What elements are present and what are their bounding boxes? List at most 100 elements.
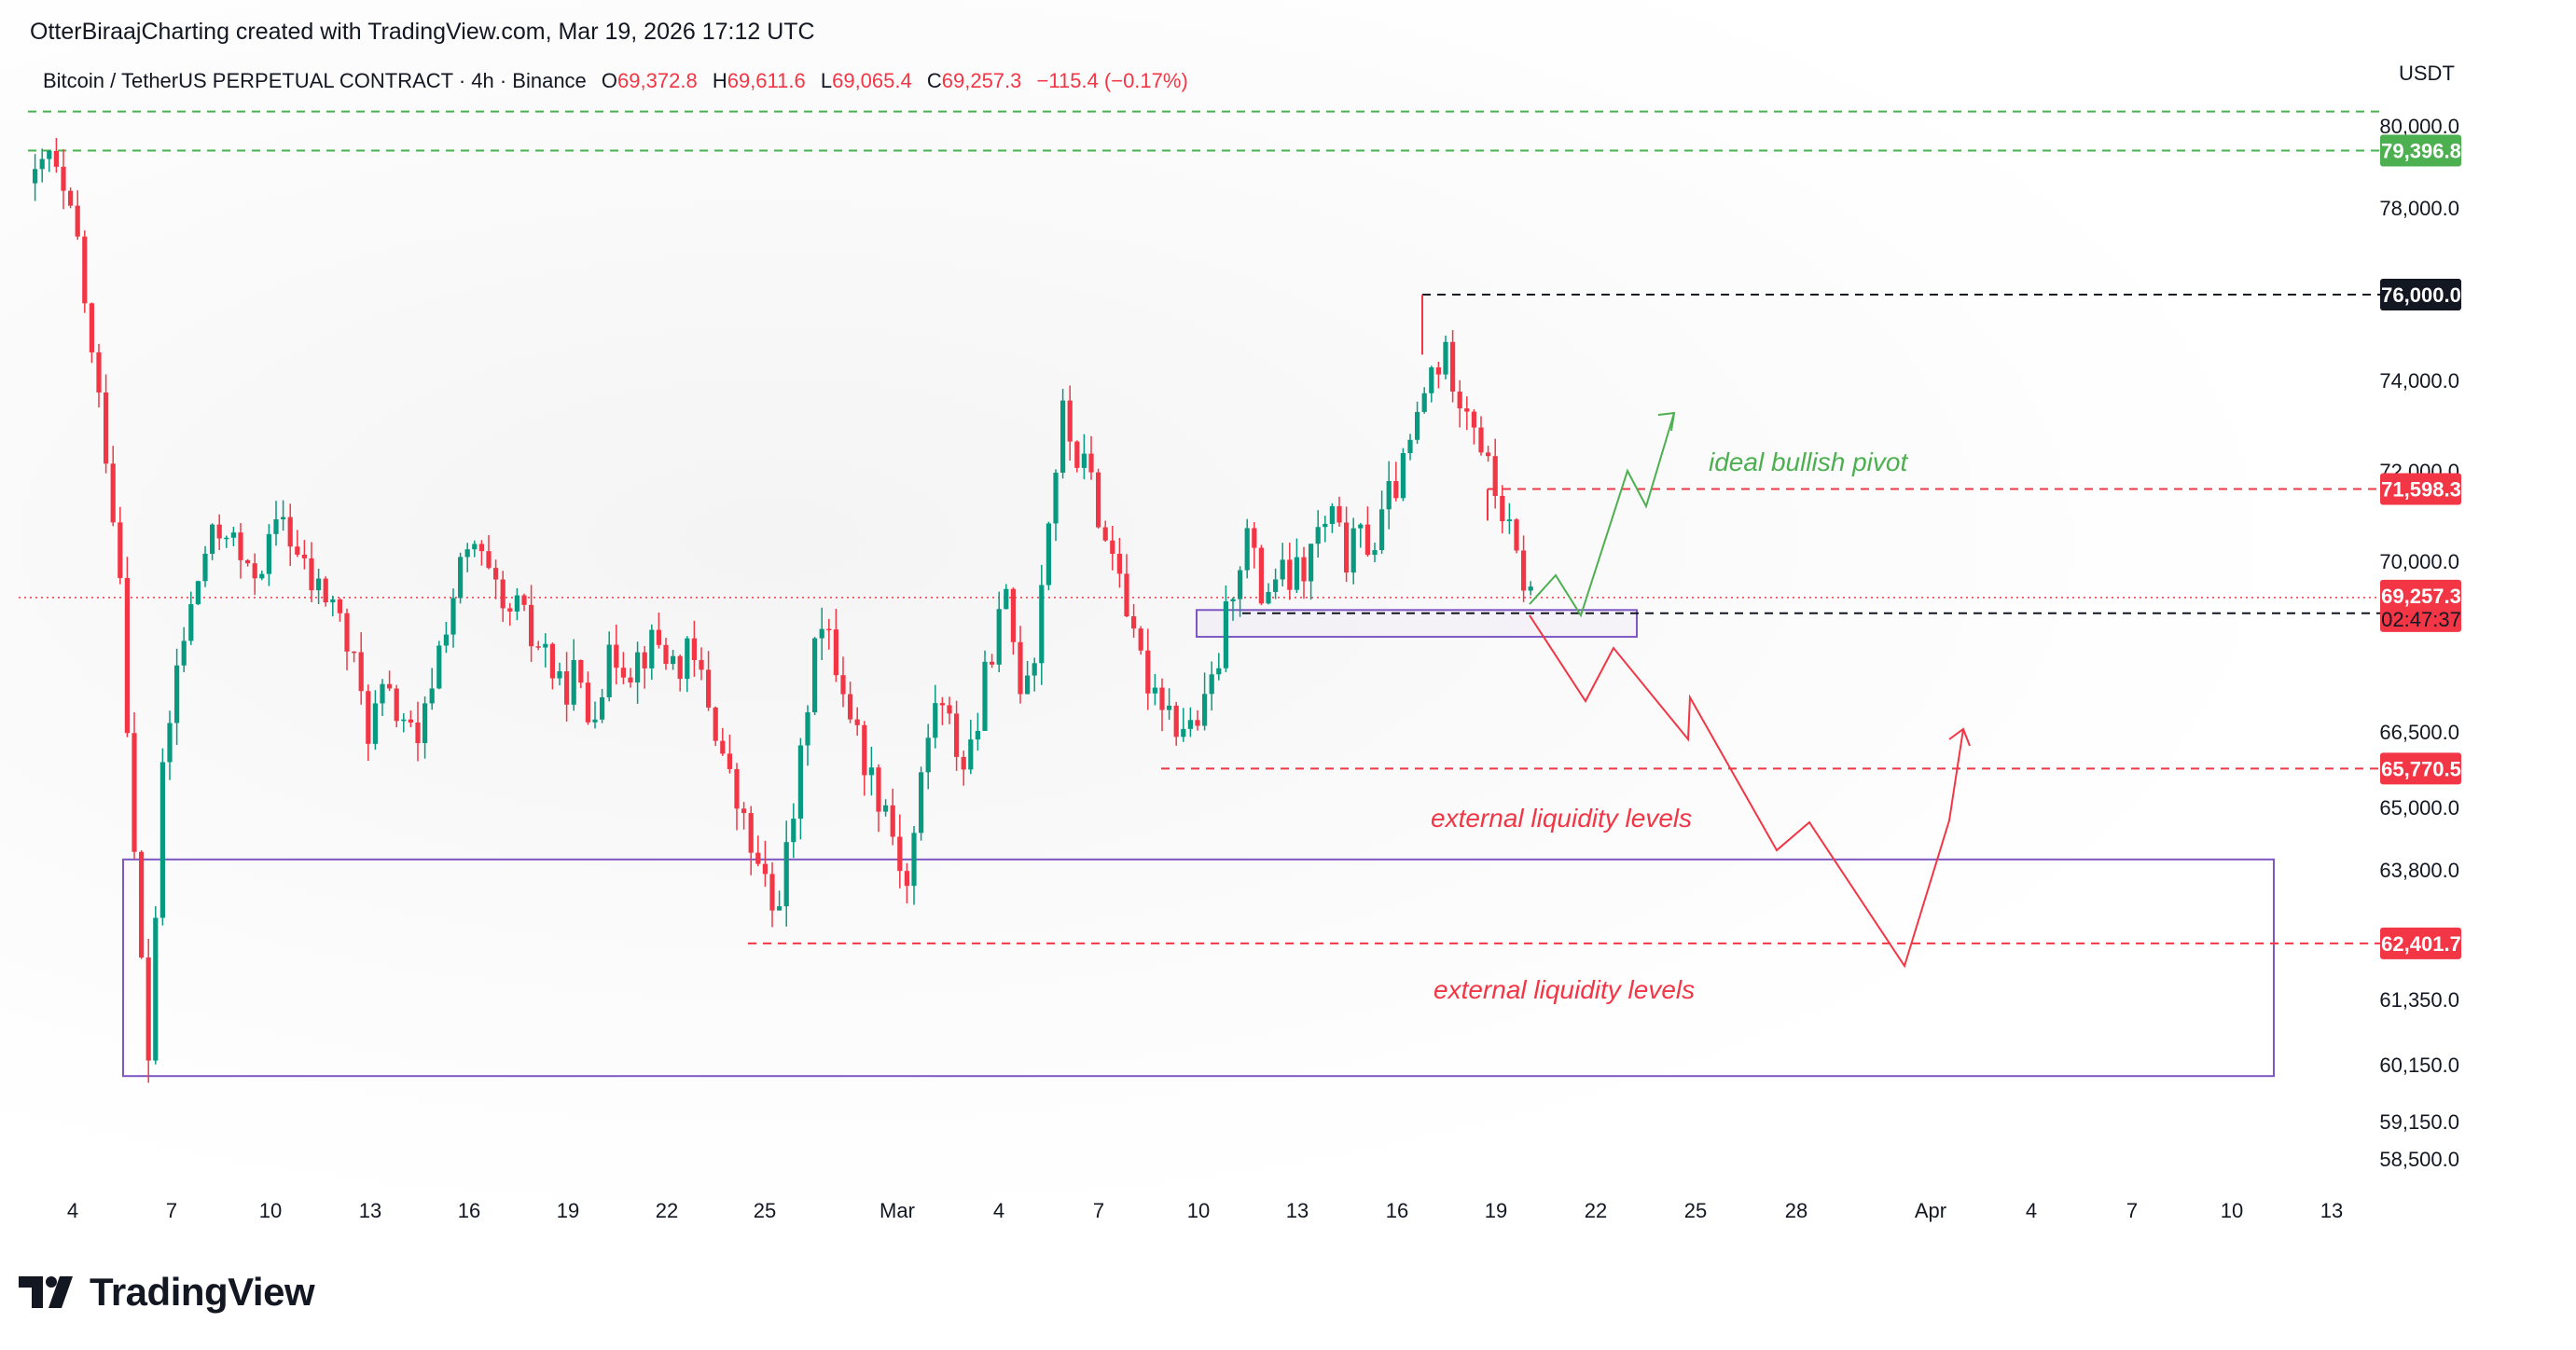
candle-body: [1124, 573, 1129, 617]
candle-body: [188, 604, 194, 641]
candle-body: [812, 638, 818, 713]
candle-body: [514, 595, 519, 612]
currency-label[interactable]: USDT: [2399, 62, 2455, 85]
candle-body: [118, 522, 123, 578]
candle-body: [464, 549, 470, 558]
candle-body: [337, 599, 342, 613]
candle-body: [557, 671, 562, 679]
time-tick-label: Apr: [1915, 1199, 1946, 1222]
time-tick-label: 13: [1286, 1199, 1309, 1222]
candle-body: [521, 595, 527, 605]
candle-body: [1138, 628, 1143, 651]
time-tick-label: 10: [259, 1199, 282, 1222]
candle-body: [1372, 550, 1378, 556]
candle-body: [571, 659, 576, 705]
candle-body: [1266, 591, 1271, 604]
candle-body: [1492, 456, 1498, 496]
candle-body: [848, 694, 853, 720]
candle-body: [897, 836, 903, 872]
price-level-badge-label: 65,770.5: [2381, 757, 2461, 780]
consolidation-zone: [1196, 609, 1638, 639]
candle-body: [443, 634, 449, 646]
candle-body: [1216, 668, 1222, 675]
candle-body: [1393, 480, 1399, 499]
candle-body: [1309, 544, 1314, 582]
candle-body: [791, 819, 796, 843]
time-tick-label: 4: [2026, 1199, 2037, 1222]
time-tick-label: 22: [1585, 1199, 1607, 1222]
candle-body: [975, 730, 980, 740]
price-level-badge: [2380, 279, 2461, 310]
candle-body: [96, 351, 102, 393]
candle-body: [1280, 559, 1285, 580]
price-level-badge-label: 62,401.7: [2381, 932, 2461, 956]
candle-body: [691, 638, 697, 661]
symbol-legend[interactable]: Bitcoin / TetherUS PERPETUAL CONTRACT · …: [43, 69, 1188, 93]
candle-body: [266, 533, 271, 574]
candle-body: [1486, 452, 1491, 457]
candle-body: [663, 644, 669, 665]
annotations-layer: ideal bullish pivot external liquidity le…: [1431, 448, 1908, 1004]
candle-body: [33, 169, 38, 184]
symbol-name[interactable]: Bitcoin / TetherUS PERPETUAL CONTRACT · …: [43, 69, 587, 92]
candle-body: [585, 682, 590, 723]
candle-body: [344, 613, 350, 652]
candle-body: [358, 652, 364, 692]
candle-body: [734, 768, 740, 809]
open-value: 69,372.8: [617, 69, 698, 92]
candle-body: [1096, 472, 1101, 528]
candle-body: [1435, 367, 1441, 375]
candle-body: [1244, 528, 1250, 571]
candle-body: [1159, 687, 1165, 710]
candle-body: [1514, 519, 1519, 551]
candle-body: [1102, 527, 1108, 541]
price-level-badge: [2380, 752, 2461, 785]
candle-body: [656, 629, 661, 645]
change-value: −115.4 (−0.17%): [1036, 69, 1188, 92]
candle-body: [1407, 439, 1413, 454]
time-tick-label: Mar: [879, 1199, 915, 1222]
candle-body: [366, 691, 371, 744]
candle-body: [1252, 528, 1257, 548]
time-tick-label: 7: [166, 1199, 177, 1222]
close-label: C: [926, 69, 942, 92]
candle-body: [1202, 694, 1208, 726]
high-value: 69,611.6: [727, 69, 806, 92]
candle-body: [543, 643, 548, 648]
demand-zone: [122, 858, 2275, 1078]
time-tick-label: 19: [557, 1199, 579, 1222]
candle-body: [380, 683, 385, 704]
close-value: 69,257.3: [941, 69, 1022, 92]
candle-body: [61, 166, 66, 191]
candle-body: [968, 739, 974, 770]
candle-body: [245, 559, 251, 564]
candle-body: [387, 683, 393, 689]
candle-body: [82, 236, 88, 304]
candle-body: [309, 558, 314, 591]
candle-body: [1358, 524, 1364, 529]
candle-body: [919, 772, 924, 833]
candle-body: [75, 205, 80, 237]
candle-body: [1081, 453, 1087, 468]
candle-body: [819, 628, 824, 639]
time-axis[interactable]: 4 7 10 13 16 19 22 25 Mar 4 7 10 13 16 19 22 25 28 Apr 4 7 10…: [67, 1199, 2343, 1222]
candle-body: [954, 713, 960, 757]
candle-body: [1067, 400, 1073, 442]
candle-body: [1116, 553, 1122, 574]
candle-body: [181, 641, 187, 666]
candle-body: [1478, 427, 1484, 453]
tradingview-brand[interactable]: TradingView: [19, 1266, 315, 1318]
candle-body: [826, 628, 832, 631]
arrow-head: [1657, 411, 1676, 432]
candle-body: [89, 303, 94, 352]
candle-body: [876, 767, 881, 812]
candle-body: [933, 703, 938, 738]
candle-body: [854, 719, 860, 725]
price-axis[interactable]: 80,000.078,000.074,000.072,000.070,000.0…: [2379, 115, 2461, 1171]
last-price-badge: [2380, 579, 2461, 632]
candle-body: [1223, 601, 1228, 668]
price-level-badge: [2380, 134, 2461, 167]
candle-body: [507, 608, 513, 612]
